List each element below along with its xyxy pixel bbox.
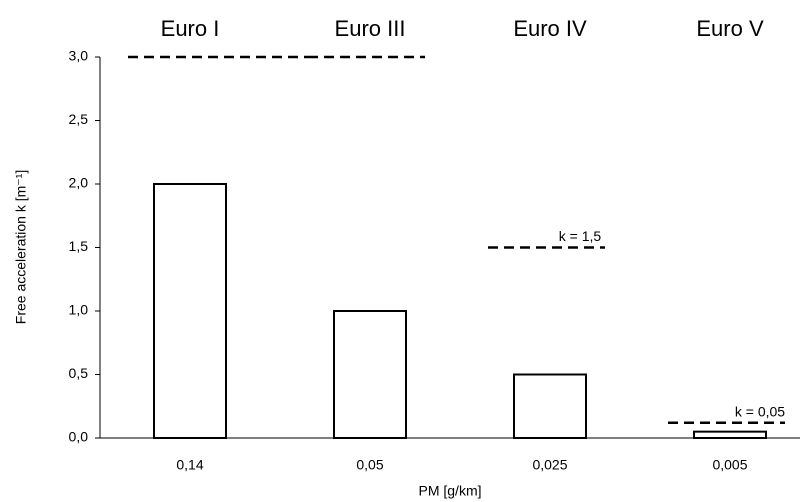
bar xyxy=(693,430,767,439)
x-axis-title: PM [g/km] xyxy=(418,483,481,499)
limit-label: k = 1,5 xyxy=(559,228,602,244)
bar xyxy=(513,373,587,439)
bar xyxy=(153,183,227,439)
x-tick-label: 0,025 xyxy=(532,457,567,473)
group-label: Euro I xyxy=(161,16,220,41)
limit-label: k = 0,05 xyxy=(735,403,785,419)
group-label: Euro III xyxy=(335,16,406,41)
bar xyxy=(333,310,407,439)
group-label: Euro IV xyxy=(513,16,587,41)
x-tick-label: 0,14 xyxy=(176,457,203,473)
y-tick-label: 0,0 xyxy=(69,429,89,445)
y-tick-label: 1,0 xyxy=(69,302,89,318)
y-tick-label: 1,5 xyxy=(69,238,89,254)
y-tick-label: 0,5 xyxy=(69,365,89,381)
y-tick-label: 3,0 xyxy=(69,48,89,64)
y-axis-title: Free acceleration k [m⁻¹] xyxy=(13,170,29,324)
y-tick-label: 2,0 xyxy=(69,175,89,191)
group-label: Euro V xyxy=(696,16,764,41)
y-tick-label: 2,5 xyxy=(69,111,89,127)
x-tick-label: 0,05 xyxy=(356,457,383,473)
x-tick-label: 0,005 xyxy=(712,457,747,473)
